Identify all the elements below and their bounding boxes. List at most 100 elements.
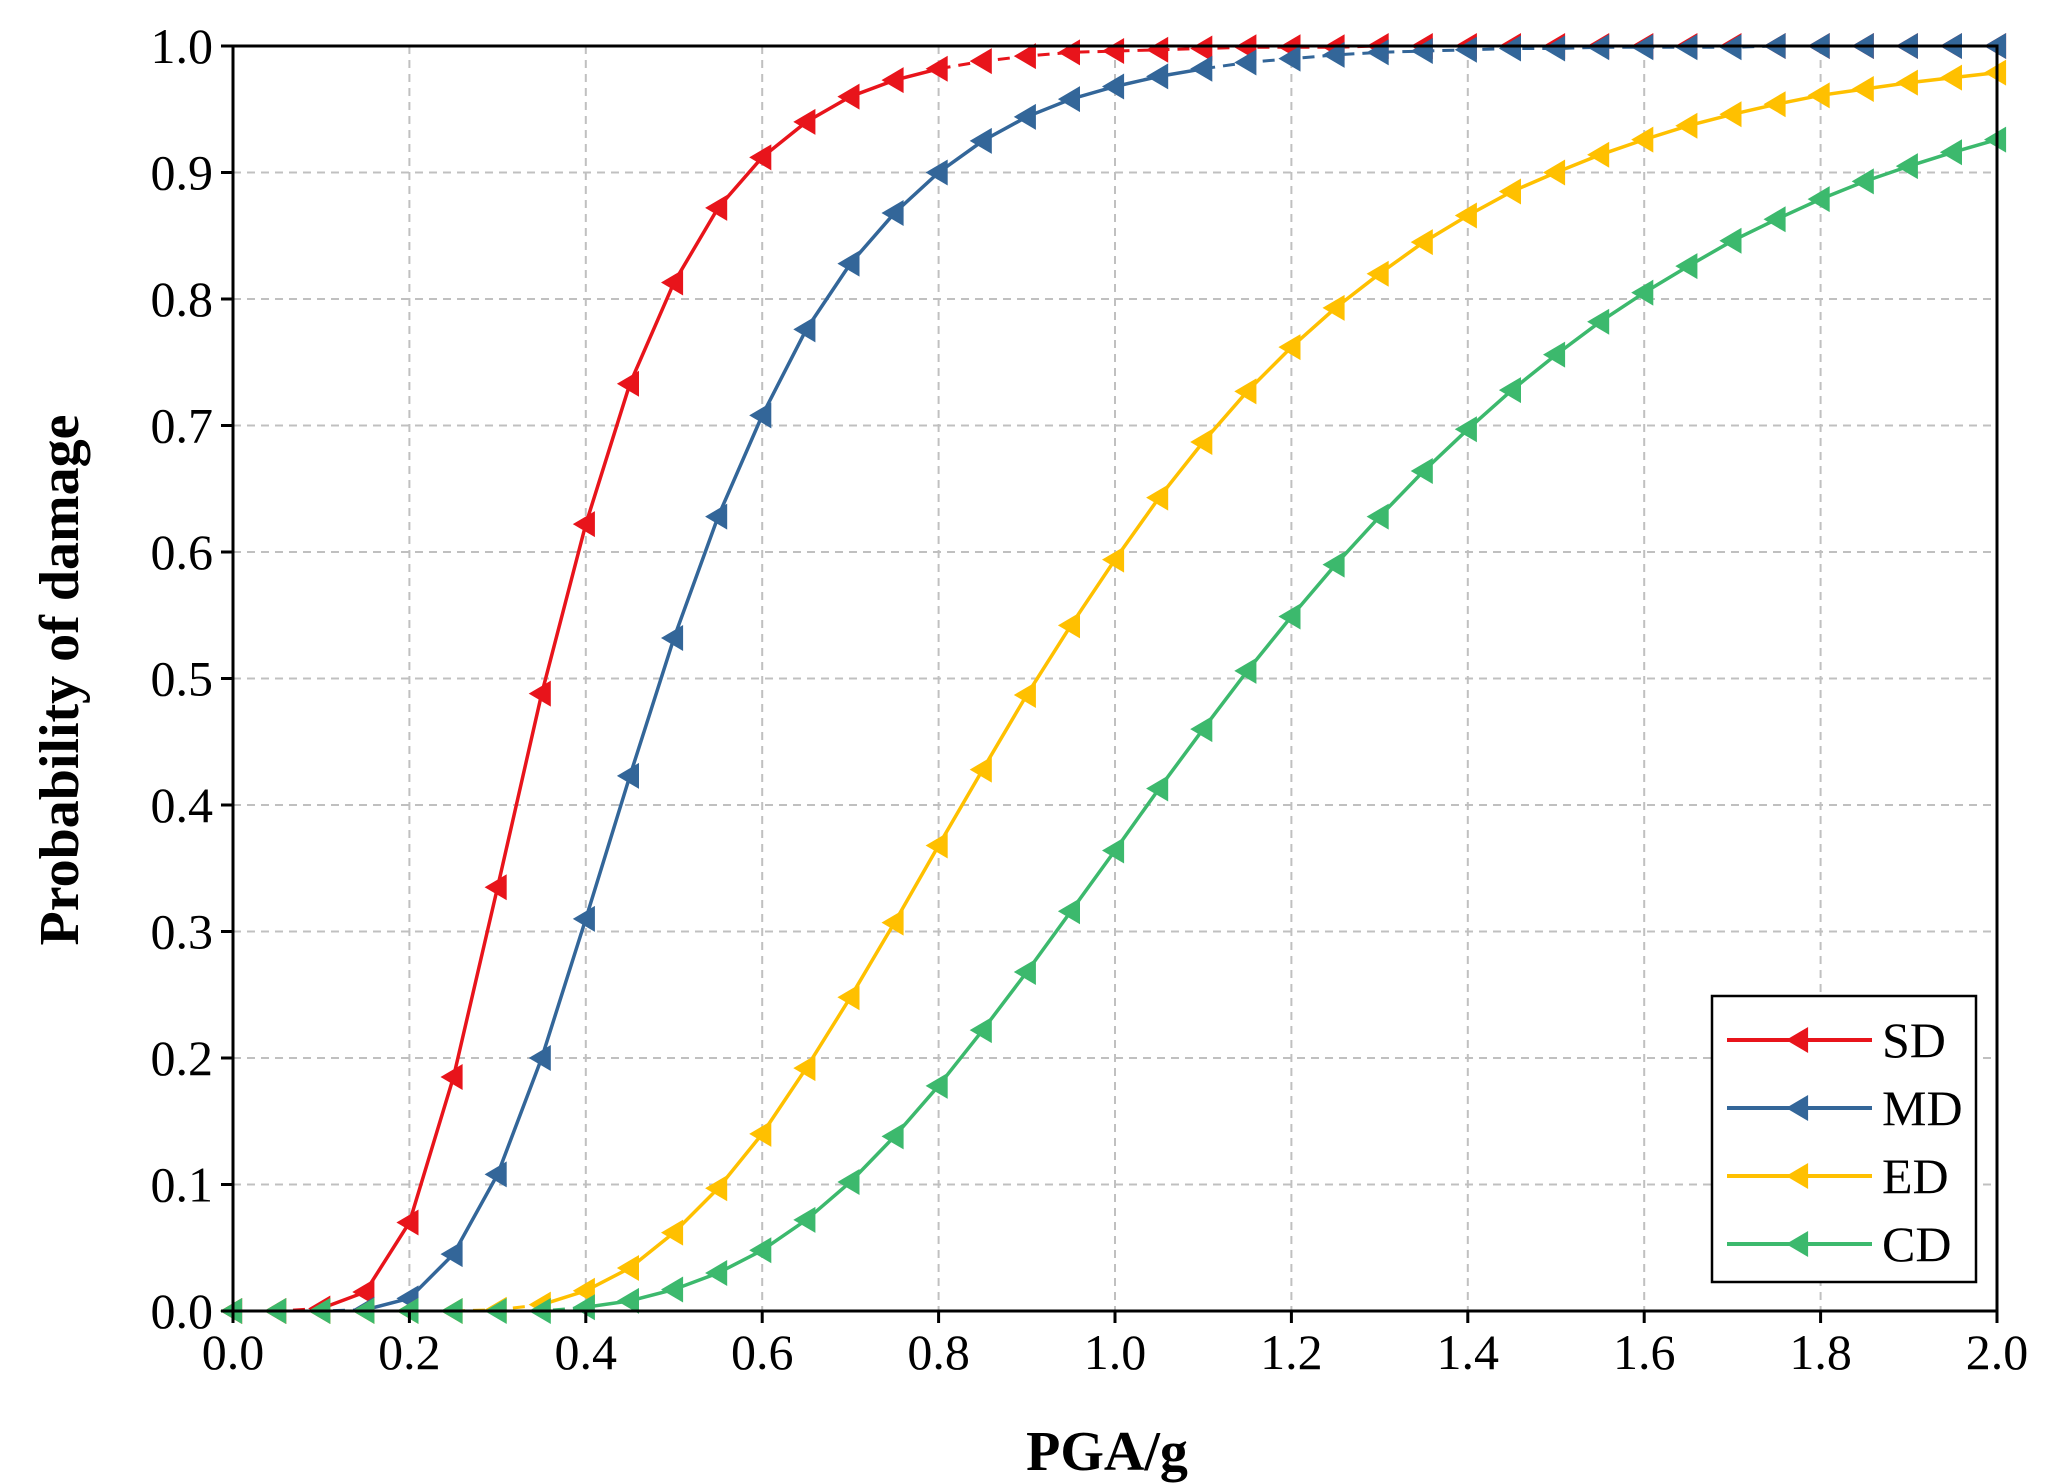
data-point [749,402,772,429]
data-point [705,1175,728,1202]
data-point [1675,112,1698,139]
series-cd [220,126,2007,1324]
data-point [837,250,860,277]
data-point [1013,681,1036,708]
data-point [1146,484,1169,511]
data-point [1278,334,1301,361]
data-point [1057,612,1080,639]
series-layer [220,33,2007,1324]
data-point [1057,898,1080,925]
legend-item-cd: CD [1727,1216,1951,1272]
data-point [440,1063,463,1090]
data-point [1454,416,1477,443]
legend-item-sd: SD [1727,1012,1946,1068]
x-tick-label: 1.8 [1789,1324,1852,1380]
y-tick-label: 0.5 [151,651,214,707]
legend-label: CD [1882,1216,1951,1272]
data-point [1234,657,1257,684]
data-point [1895,69,1918,96]
data-point [881,67,904,94]
data-point [1587,308,1610,335]
data-point [1102,837,1125,864]
data-point [1675,253,1698,280]
data-point [837,984,860,1011]
data-point [1234,49,1257,76]
data-point [572,905,595,932]
data-point [1410,458,1433,485]
data-point [616,1287,639,1314]
data-point [1631,279,1654,306]
data-point [572,1294,595,1321]
data-point [1057,86,1080,113]
legend-marker [1786,1027,1809,1053]
data-point [1278,45,1301,72]
data-point [1851,76,1874,103]
data-point [837,83,860,110]
data-point [881,1123,904,1150]
y-tick-label: 0.8 [151,271,214,327]
data-point [1013,43,1036,70]
data-point [969,127,992,154]
data-point [1498,35,1521,62]
data-point [1278,603,1301,630]
data-point [1984,126,2007,153]
data-point [572,1277,595,1304]
y-tick-label: 0.7 [151,398,214,454]
data-point [484,1161,507,1188]
data-point [793,1206,816,1233]
x-tick-label: 1.6 [1613,1324,1676,1380]
x-tick-label: 1.2 [1260,1324,1323,1380]
data-point [749,1120,772,1147]
legend-label: MD [1882,1080,1963,1136]
data-point [1146,63,1169,90]
data-point [1190,55,1213,82]
legend-item-ed: ED [1727,1148,1949,1204]
legend-marker [1786,1231,1809,1257]
data-point [749,144,772,171]
data-point [881,909,904,936]
data-point [1102,73,1125,100]
data-point [1366,260,1389,287]
y-tick-label: 0.9 [151,145,214,201]
data-point [528,1045,551,1071]
data-point [661,1219,684,1246]
data-point [1013,103,1036,130]
data-point [1763,206,1786,233]
data-point [528,680,551,707]
x-tick-label: 1.0 [1084,1324,1147,1380]
data-point [1631,126,1654,153]
x-tick-label: 2.0 [1966,1324,2029,1380]
y-tick-label: 0.3 [151,904,214,960]
legend-label: SD [1882,1012,1946,1068]
x-axis-title: PGA/g [1026,1421,1188,1483]
data-point [1719,101,1742,128]
data-point [837,1168,860,1195]
data-point [705,503,728,530]
data-point [1939,139,1962,166]
data-point [616,762,639,789]
data-point [793,316,816,343]
data-point [925,159,948,186]
series-line [364,67,1204,1312]
data-point [1807,186,1830,213]
data-point [881,199,904,226]
y-axis-title: Probability of damage [29,415,91,946]
data-point [440,1241,463,1268]
legend-box [1710,994,1978,1284]
data-point [793,108,816,135]
data-point [1190,428,1213,455]
x-tick-label: 1.4 [1437,1324,1500,1380]
data-point [1410,229,1433,256]
series-ed [220,59,2007,1324]
legend: SD MD ED CD [1710,994,1978,1284]
data-point [1057,39,1080,66]
data-point [1984,59,2007,86]
data-point [925,1072,948,1099]
series-line [541,70,1998,1307]
data-point [1895,153,1918,180]
legend-item-md: MD [1727,1080,1963,1136]
data-point [1763,91,1786,118]
data-point [925,55,948,82]
data-point [1102,546,1125,573]
data-point [661,269,684,296]
